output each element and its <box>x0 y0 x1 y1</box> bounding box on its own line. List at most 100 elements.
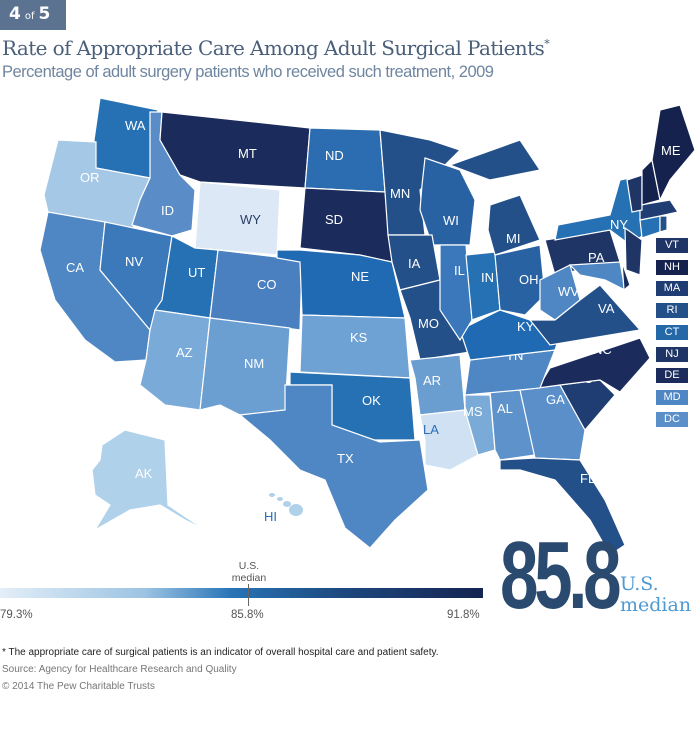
page-subtitle: Percentage of adult surgery patients who… <box>2 63 494 81</box>
state-label: IL <box>454 263 465 278</box>
state-label: ND <box>325 148 344 163</box>
state-label: WY <box>240 212 261 227</box>
scale-min: 79.3% <box>0 609 33 621</box>
state-shape <box>639 199 679 221</box>
median-label-line2: median <box>231 572 267 584</box>
state-ga: GA <box>519 384 586 461</box>
state-shape <box>464 394 496 456</box>
state-me: ME <box>651 104 696 202</box>
state-shape <box>283 501 291 507</box>
headline-value: 85.8 <box>500 522 622 629</box>
state-wy: WY <box>194 181 281 256</box>
state-shape <box>659 215 668 233</box>
small-state-box-ma: MA <box>656 281 688 297</box>
state-shape <box>448 139 541 181</box>
median-label-line1: U.S. <box>238 560 260 572</box>
slide-current: 4 <box>9 4 21 24</box>
state-label: CO <box>257 277 277 292</box>
state-md <box>568 261 626 292</box>
state-nd: ND <box>304 127 386 193</box>
state-label: MI <box>506 231 520 246</box>
state-label: LA <box>423 422 439 437</box>
small-state-box-ri: RI <box>656 303 688 319</box>
small-state-box-dc: DC <box>656 411 688 427</box>
state-label: NE <box>351 269 369 284</box>
small-state-box-vt: VT <box>656 238 688 253</box>
state-label: UT <box>188 265 205 280</box>
state-label: ME <box>661 143 681 158</box>
state-shape <box>494 244 546 316</box>
state-shape <box>651 104 696 202</box>
state-wv: WV <box>539 264 581 321</box>
us-choropleth-map: WA OR CA NV ID MT WY UT CO AZ NM ND SD NE KS OK TX MN WI IA… <box>39 97 696 556</box>
state-wa: WA <box>93 97 159 179</box>
state-nv: NV <box>99 221 173 332</box>
state-ks: KS <box>299 314 411 379</box>
state-label: HI <box>264 509 277 524</box>
footnote: * The appropriate care of surgical patie… <box>2 647 439 658</box>
state-label: MS <box>463 404 483 419</box>
state-mi: MI <box>448 139 541 256</box>
state-ia: IA <box>387 234 441 291</box>
state-oh: OH <box>494 244 546 316</box>
state-label: NY <box>610 217 628 232</box>
state-nm: NM <box>199 317 291 416</box>
source: Source: Agency for Healthcare Research a… <box>2 664 237 675</box>
state-label: TX <box>337 451 354 466</box>
state-shape <box>528 284 642 346</box>
scale-median: 85.8% <box>231 609 264 621</box>
state-hi: HI <box>264 493 303 524</box>
state-label: WI <box>443 213 459 228</box>
small-state-box-de: DE <box>656 368 688 384</box>
state-label: NV <box>125 254 143 269</box>
state-shape <box>93 97 159 179</box>
page-title: Rate of Appropriate Care Among Adult Sur… <box>2 36 550 60</box>
state-label: AK <box>135 466 153 481</box>
state-shape <box>626 174 643 213</box>
state-label: WV <box>558 284 579 299</box>
state-label: FL <box>580 471 595 486</box>
state-label: WA <box>125 118 146 133</box>
state-shape <box>621 261 631 292</box>
state-label: NM <box>244 356 264 371</box>
state-shape <box>91 429 206 532</box>
slide-total: 5 <box>38 4 51 24</box>
state-shape <box>238 384 429 549</box>
state-de <box>621 261 631 292</box>
small-state-box-nh: NH <box>656 259 688 275</box>
state-vt <box>626 174 643 213</box>
state-shape <box>499 457 626 556</box>
copyright: © 2014 The Pew Charitable Trusts <box>2 681 155 692</box>
state-shape <box>624 226 643 276</box>
headline-label-line2: median <box>620 594 692 616</box>
state-co: CO <box>209 249 303 331</box>
state-ma <box>639 199 679 221</box>
state-label: IA <box>408 256 421 271</box>
state-label: VA <box>598 301 615 316</box>
state-ms: MS <box>463 394 496 456</box>
state-shape <box>465 251 501 321</box>
state-label: OR <box>80 170 100 185</box>
state-shape <box>304 127 386 193</box>
state-label: KS <box>350 330 368 345</box>
state-shape <box>299 314 411 379</box>
headline-label-line1: U.S. <box>620 573 659 595</box>
state-label: CA <box>66 260 84 275</box>
state-label: MT <box>238 146 257 161</box>
state-ri <box>659 215 668 233</box>
state-va: VA <box>528 284 642 346</box>
slide-of: of <box>24 11 35 22</box>
state-nc: NC <box>536 337 651 393</box>
state-label: IN <box>481 270 494 285</box>
headline-label: U.S. median <box>620 574 691 616</box>
state-label: MO <box>418 316 439 331</box>
scale-max: 91.8% <box>447 609 480 621</box>
state-shape <box>194 181 281 256</box>
color-scale-bar <box>0 588 483 598</box>
state-ak: AK <box>91 429 206 532</box>
state-shape <box>159 111 311 189</box>
state-label: AZ <box>176 345 193 360</box>
state-tx: TX <box>238 384 429 549</box>
state-label: OH <box>519 272 539 287</box>
state-mt: MT <box>159 111 311 189</box>
